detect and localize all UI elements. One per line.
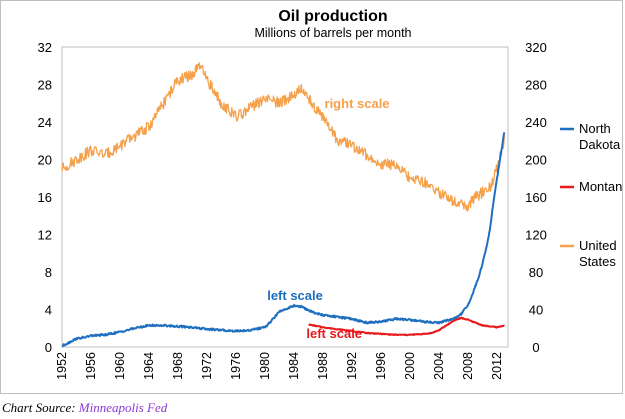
right-axis-ticks: 0 40 80 120 160 200 240 280 320: [525, 40, 547, 355]
x-tick-label: 1968: [171, 352, 185, 380]
x-tick-label: 1988: [316, 352, 330, 380]
legend-label: Montan: [579, 179, 622, 194]
annotation-label: left scale: [267, 288, 323, 303]
x-tick-label: 1992: [345, 352, 359, 380]
x-tick-label: 2012: [490, 352, 504, 380]
right-tick-label: 0: [532, 340, 539, 355]
chart-subtitle: Millions of barrels per month: [254, 26, 411, 40]
chart-source: Chart Source: Minneapolis Fed: [2, 400, 167, 416]
x-tick-label: 1980: [258, 352, 272, 380]
right-tick-label: 160: [525, 190, 547, 205]
right-tick-label: 40: [529, 303, 543, 318]
legend-label: United: [579, 238, 617, 253]
x-tick-label: 2008: [461, 352, 475, 380]
series-lines: [61, 62, 506, 348]
legend-label: North: [579, 121, 611, 136]
chart: Oil production Millions of barrels per m…: [38, 8, 623, 380]
series-line-united-states: [61, 62, 506, 212]
left-tick-label: 16: [38, 190, 52, 205]
left-tick-label: 32: [38, 40, 52, 55]
left-tick-label: 20: [38, 153, 52, 168]
left-tick-label: 12: [38, 228, 52, 243]
x-tick-label: 2004: [432, 352, 446, 380]
x-tick-label: 1956: [84, 352, 98, 380]
x-tick-label: 2000: [403, 352, 417, 380]
annotation-label: right scale: [325, 96, 390, 111]
series-line-north-dakota: [61, 132, 506, 348]
left-tick-label: 8: [45, 265, 52, 280]
annotations: right scale left scale left scale: [267, 96, 389, 341]
left-tick-label: 24: [38, 115, 52, 130]
x-axis-ticks: 1952 1956 1960 1964 1968 1972 1976 1980 1984 1988…: [55, 352, 504, 380]
right-tick-label: 80: [529, 265, 543, 280]
chart-title: Oil production: [278, 8, 387, 25]
x-tick-label: 1964: [142, 352, 156, 380]
x-tick-label: 1960: [113, 352, 127, 380]
annotation-label: left scale: [306, 326, 362, 341]
legend-label: States: [579, 254, 616, 269]
source-label: Chart Source:: [2, 400, 76, 415]
left-tick-label: 4: [45, 303, 52, 318]
left-tick-label: 0: [45, 340, 52, 355]
x-tick-label: 1996: [374, 352, 388, 380]
x-tick-label: 1972: [200, 352, 214, 380]
x-tick-label: 1984: [287, 352, 301, 380]
x-tick-label: 1976: [229, 352, 243, 380]
right-tick-label: 200: [525, 153, 547, 168]
right-tick-label: 120: [525, 228, 547, 243]
source-link[interactable]: Minneapolis Fed: [78, 400, 168, 415]
x-tick-label: 1952: [55, 352, 69, 380]
chart-frame: [0, 0, 623, 394]
right-tick-label: 320: [525, 40, 547, 55]
legend-label: Dakota: [579, 137, 621, 152]
series-line-montana: [308, 316, 505, 337]
left-axis-ticks: 0 4 8 12 16 20 24 28 32: [38, 40, 52, 355]
plot-area: [61, 46, 509, 348]
left-tick-label: 28: [38, 78, 52, 93]
right-tick-label: 240: [525, 115, 547, 130]
right-tick-label: 280: [525, 78, 547, 93]
